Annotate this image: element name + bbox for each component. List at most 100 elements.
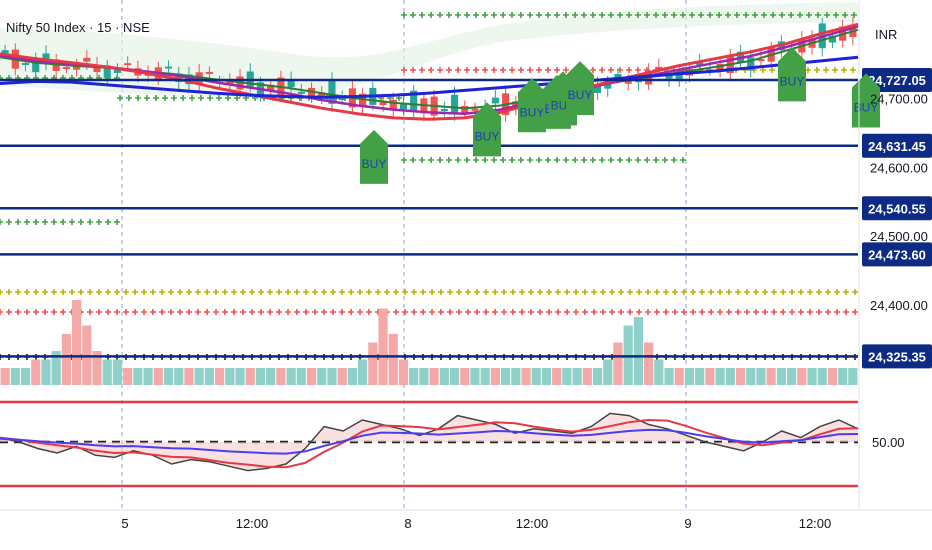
dots-yellow-band-mark xyxy=(825,289,831,295)
dots-yellow-band-mark xyxy=(762,289,768,295)
dots-green-low-mark xyxy=(518,157,524,163)
dots-yellow-band-mark xyxy=(465,289,471,295)
candle-body xyxy=(103,65,111,78)
dots-red-mid-mark xyxy=(626,67,632,73)
dots-red-band-mark xyxy=(708,309,714,315)
dots-red-band-mark xyxy=(177,309,183,315)
dots-red-band-mark xyxy=(555,309,561,315)
candle-body xyxy=(32,60,40,73)
dots-yellow-band-mark xyxy=(150,289,156,295)
dots-yellow-right-mark xyxy=(823,67,829,73)
dots-red-band-mark xyxy=(717,309,723,315)
buy-signal-label: BUY xyxy=(780,74,805,88)
candle-body xyxy=(226,80,234,86)
dots-green-top-mark xyxy=(527,12,533,18)
dots-green-top-mark xyxy=(491,12,497,18)
dots-green-top-mark xyxy=(626,12,632,18)
support-resistance-levels: 24,727.05 24,631.45 24,540.55 24,473.60 24,3… xyxy=(0,68,932,369)
rsi-signal xyxy=(0,418,859,469)
dots-red-band-mark xyxy=(294,309,300,315)
dots-green-top-mark xyxy=(734,12,740,18)
candle xyxy=(410,85,418,118)
dots-red-band-mark xyxy=(807,309,813,315)
volume-bar xyxy=(102,359,112,385)
dots-yellow-right-mark xyxy=(841,67,847,73)
candle-body xyxy=(440,109,448,112)
time-tick: 9 xyxy=(684,516,691,531)
volume-bar xyxy=(787,368,797,385)
dots-red-mid-mark xyxy=(590,67,596,73)
dots-yellow-band-mark xyxy=(609,289,615,295)
dots-yellow-band-mark xyxy=(330,289,336,295)
dots-green-low-mark xyxy=(635,157,641,163)
dots-green-top-mark xyxy=(581,12,587,18)
time-tick: 12:00 xyxy=(236,516,269,531)
dots-yellow-band-mark xyxy=(60,289,66,295)
dots-green-top-mark xyxy=(833,12,839,18)
volume-bar xyxy=(419,368,429,385)
dots-green-mid-mark xyxy=(207,95,213,101)
candle-body xyxy=(287,79,295,88)
volume-bar xyxy=(838,368,848,385)
volume-bar xyxy=(163,368,174,385)
dots-green-low-mark xyxy=(626,157,632,163)
rsi-oscillator: 50.00 xyxy=(0,400,905,488)
dots-yellow-band-mark xyxy=(123,289,129,295)
dots-yellow-band-mark xyxy=(132,289,138,295)
dots-green-top-mark xyxy=(851,12,857,18)
dots-red-band-mark xyxy=(546,309,552,315)
buy-signal: BUY xyxy=(473,102,501,157)
volume-bar xyxy=(480,368,490,385)
price-axis[interactable]: 24,700.00 24,600.00 24,500.00 24,400.00 xyxy=(858,0,928,510)
dots-green-mid-mark xyxy=(198,95,204,101)
dots-green-far-mark xyxy=(96,219,102,225)
dots-green-top-mark xyxy=(590,12,596,18)
dots-green-top-mark xyxy=(680,12,686,18)
dots-red-band-mark xyxy=(771,309,777,315)
dots-yellow-band-mark xyxy=(87,289,93,295)
dots-red-band-mark xyxy=(636,309,642,315)
time-tick: 8 xyxy=(404,516,411,531)
dots-red-band-mark xyxy=(420,309,426,315)
dots-red-band-mark xyxy=(816,309,822,315)
dots-red-band-mark xyxy=(123,309,129,315)
dots-green-top-mark xyxy=(410,12,416,18)
dots-yellow-band-mark xyxy=(618,289,624,295)
dots-yellow-band-mark xyxy=(816,289,822,295)
dots-yellow-right-mark xyxy=(850,67,856,73)
dots-green-low-mark xyxy=(671,157,677,163)
dots-green-mid-mark xyxy=(135,95,141,101)
dots-yellow-band-mark xyxy=(33,289,39,295)
volume-bar xyxy=(756,368,766,385)
volume-bar xyxy=(552,368,562,385)
currency-label[interactable]: INR xyxy=(875,27,898,42)
dots-green-top-mark xyxy=(599,12,605,18)
volume-bar xyxy=(460,368,470,385)
dots-yellow-band-mark xyxy=(663,289,669,295)
dots-green-far-mark xyxy=(51,219,57,225)
dots-yellow-band-mark xyxy=(744,289,750,295)
dots-green-top-mark xyxy=(608,12,614,18)
dots-yellow-band-mark xyxy=(231,289,237,295)
dots-red-band-mark xyxy=(654,309,660,315)
dots-green-mid-mark xyxy=(225,95,231,101)
dots-green-top-mark xyxy=(536,12,542,18)
candle-body xyxy=(124,63,132,66)
dots-yellow-band-mark xyxy=(627,289,633,295)
dots-red-band-mark xyxy=(753,309,759,315)
dots-green-top-mark xyxy=(743,12,749,18)
dots-red-band-mark xyxy=(150,309,156,315)
candle-body xyxy=(267,84,275,91)
dots-yellow-band-mark xyxy=(519,289,525,295)
volume-bar xyxy=(807,368,817,385)
symbol-title[interactable]: Nifty 50 Index · 15 · NSE xyxy=(6,20,150,35)
dots-green-top-mark xyxy=(788,12,794,18)
dots-yellow-right-mark xyxy=(814,67,820,73)
candle-body xyxy=(205,71,213,74)
volume-bar xyxy=(398,359,409,385)
dots-yellow-band-mark xyxy=(600,289,606,295)
dots-yellow-band-mark xyxy=(645,289,651,295)
dots-green-mid-mark xyxy=(234,95,240,101)
dots-yellow-right-mark xyxy=(832,67,838,73)
time-axis[interactable]: 5 12:00 8 12:00 9 12:00 xyxy=(0,509,932,531)
